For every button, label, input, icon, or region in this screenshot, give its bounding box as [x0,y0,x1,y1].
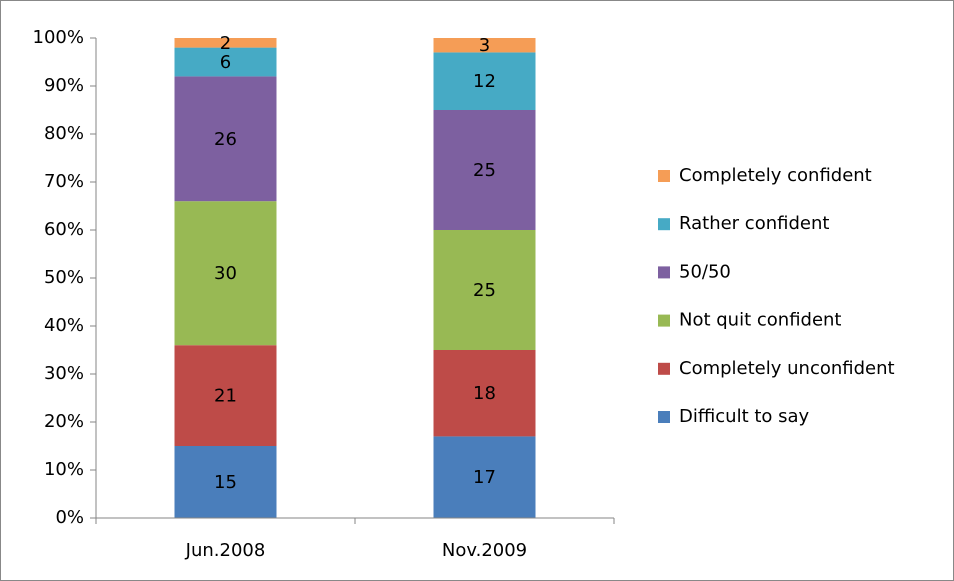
data-label: 25 [473,160,496,181]
y-tick-label: 20% [44,411,84,432]
bar-segment [174,47,277,77]
legend-swatch [658,266,670,279]
y-tick-label: 90% [44,75,84,96]
x-tick-label: Nov.2009 [442,540,527,561]
y-tick-label: 40% [44,315,84,336]
y-tick-label: 0% [55,507,84,528]
bar-segment [174,446,277,518]
y-tick-label: 60% [44,219,84,240]
bar-segment [174,38,277,48]
bar-segment [174,76,277,202]
bar-segment [174,201,277,346]
bar-segment [433,52,536,110]
data-label: 6 [220,52,231,73]
legend-label: Difficult to say [679,406,810,427]
legend-label: Not quit confident [679,310,842,331]
legend-label: 50/50 [679,261,731,282]
legend-swatch [658,170,670,182]
data-label: 12 [473,71,496,92]
data-label: 15 [214,472,237,493]
bar-segment [433,350,536,437]
y-tick-label: 30% [44,363,84,384]
bar-segment [174,345,277,446]
data-label: 18 [473,383,496,404]
bar-segment [433,436,536,518]
legend-swatch [658,411,670,423]
y-tick-label: 80% [44,123,84,144]
data-label: 26 [214,129,237,150]
data-label: 30 [214,263,237,284]
data-label: 2 [220,33,231,54]
legend-swatch [658,314,670,327]
x-tick-label: Jun.2008 [185,540,266,561]
y-tick-label: 50% [44,267,84,288]
bar-segment [433,230,536,350]
legend-label: Completely confident [679,165,872,186]
legend-label: Completely unconfident [679,358,895,379]
legend-swatch [658,362,670,375]
data-label: 3 [479,35,490,56]
bar-segment [433,110,536,230]
y-tick-label: 10% [44,459,84,480]
data-label: 17 [473,467,496,488]
bar-segment [433,38,536,53]
legend-label: Rather confident [679,213,829,234]
y-tick-label: 70% [44,171,84,192]
y-tick-label: 100% [33,27,84,48]
legend-swatch [658,218,670,231]
data-label: 21 [214,386,237,407]
data-label: 25 [473,280,496,301]
